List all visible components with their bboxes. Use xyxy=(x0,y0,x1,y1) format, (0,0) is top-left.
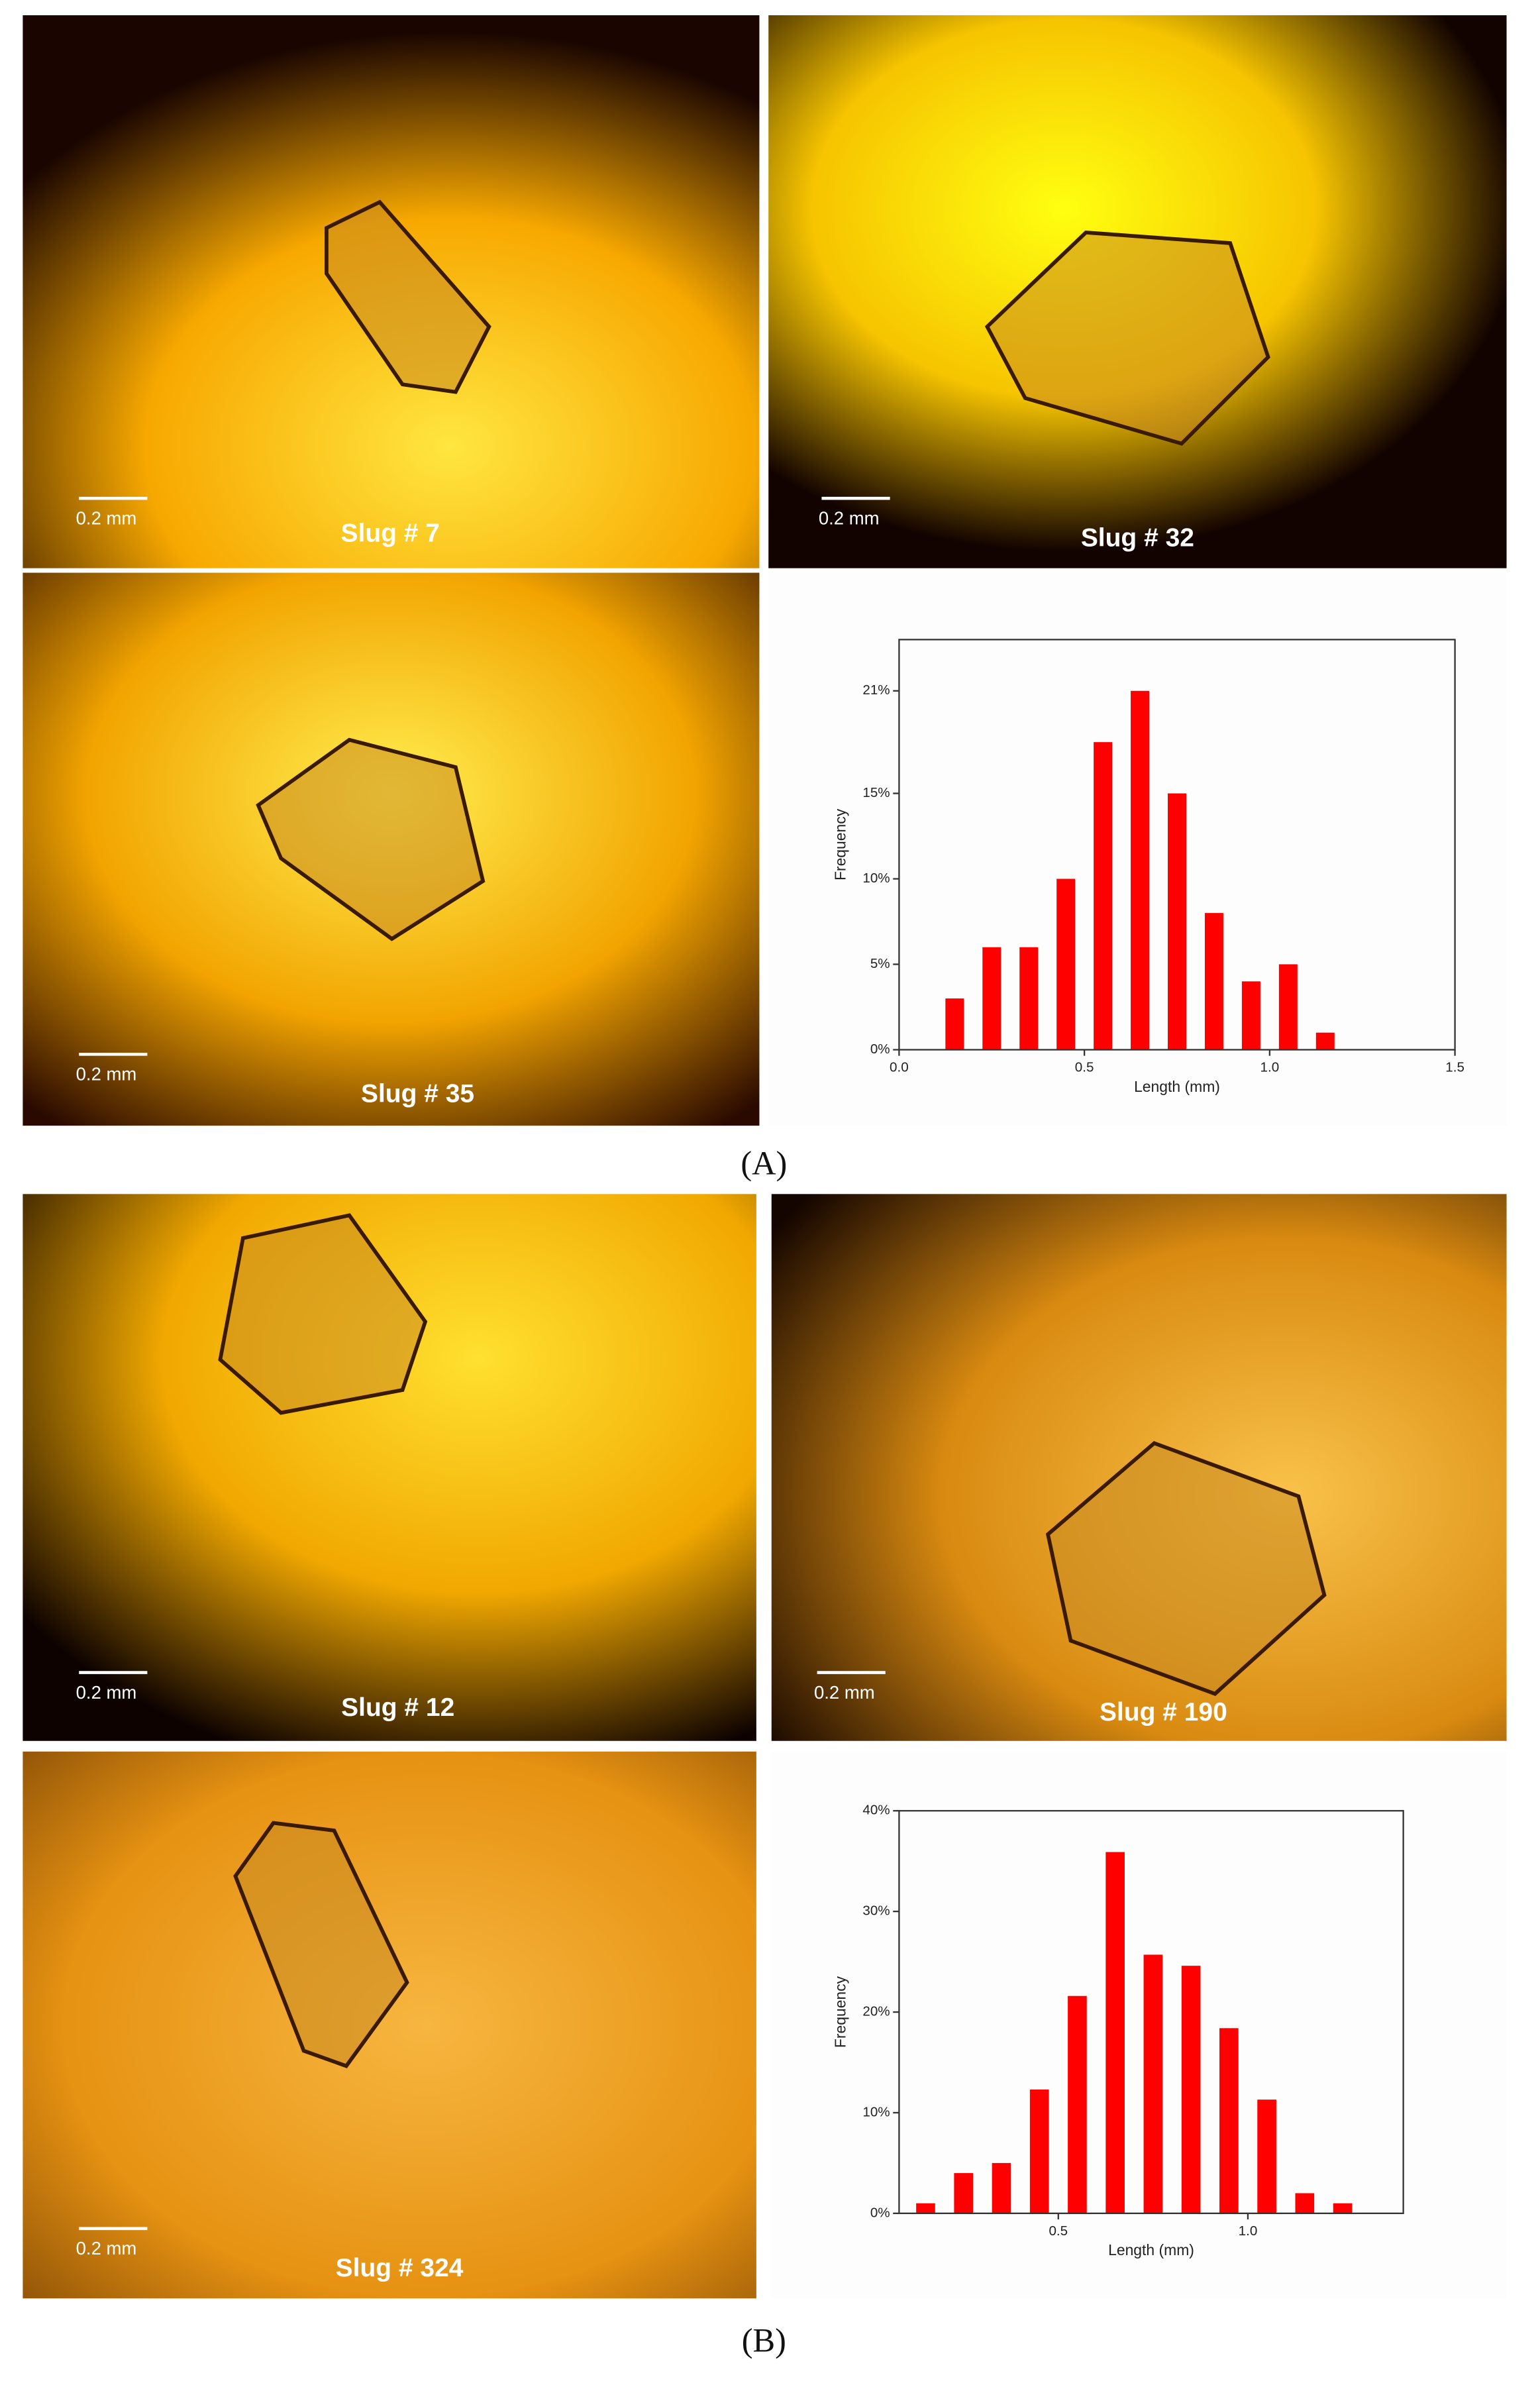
scale-label: 0.2 mm xyxy=(76,1064,137,1085)
crystal xyxy=(256,737,486,941)
scale-label: 0.2 mm xyxy=(76,508,137,529)
bar xyxy=(982,947,1001,1050)
panel-label: (B) xyxy=(742,2322,786,2359)
plot-frame xyxy=(898,639,1456,1051)
y-tick-label: 0% xyxy=(870,2205,890,2220)
bar xyxy=(1219,2028,1239,2213)
bar xyxy=(1019,947,1039,1050)
y-tick-label: 5% xyxy=(870,956,890,971)
bar xyxy=(1131,690,1150,1050)
slug-label: Slug # 7 xyxy=(341,519,440,547)
y-tick-label: 10% xyxy=(862,871,890,886)
y-tick-label: 15% xyxy=(862,785,890,800)
slug-label: Slug # 32 xyxy=(1081,523,1194,552)
bar xyxy=(1181,1966,1201,2213)
bar xyxy=(954,2173,974,2213)
scale-label: 0.2 mm xyxy=(819,508,880,529)
bar xyxy=(1257,2099,1276,2213)
bar xyxy=(945,998,964,1050)
y-axis-label: Frequency xyxy=(831,1976,848,2048)
crystal xyxy=(325,199,491,394)
x-tick-label: 0.0 xyxy=(890,1059,909,1075)
bar xyxy=(1204,913,1223,1050)
scale-label: 0.2 mm xyxy=(814,1682,875,1703)
bar xyxy=(992,2162,1011,2213)
bar xyxy=(1168,793,1186,1050)
x-tick-label: 1.0 xyxy=(1239,2223,1258,2239)
slug-label: Slug # 12 xyxy=(341,1693,454,1722)
x-axis-label: Length (mm) xyxy=(1134,1078,1220,1095)
slug-label: Slug # 190 xyxy=(1100,1698,1227,1726)
micrograph xyxy=(23,1751,756,2299)
bar xyxy=(1056,878,1076,1050)
x-tick-label: 1.5 xyxy=(1445,1059,1464,1075)
crystal xyxy=(218,1213,428,1415)
y-tick-label: 10% xyxy=(862,2104,890,2119)
x-tick-label: 0.5 xyxy=(1075,1059,1094,1075)
y-tick-label: 40% xyxy=(862,1803,890,1818)
bar xyxy=(1068,1995,1087,2213)
slug-label: Slug # 324 xyxy=(336,2254,464,2282)
crystal xyxy=(1045,1441,1327,1696)
bar xyxy=(1278,964,1298,1050)
bar xyxy=(1143,1954,1163,2213)
y-axis-label: Frequency xyxy=(831,808,848,880)
slug-label: Slug # 35 xyxy=(361,1080,474,1108)
y-tick-label: 0% xyxy=(870,1041,890,1057)
scale-label: 0.2 mm xyxy=(76,1682,137,1703)
bar xyxy=(1333,2203,1353,2213)
bar xyxy=(1241,981,1260,1050)
scale-label: 0.2 mm xyxy=(76,2238,137,2258)
bar xyxy=(1315,1032,1335,1050)
bar xyxy=(916,2203,935,2213)
x-axis-label: Length (mm) xyxy=(1108,2241,1194,2258)
x-tick-label: 0.5 xyxy=(1049,2223,1068,2239)
bar xyxy=(1105,1852,1125,2213)
y-tick-label: 21% xyxy=(862,682,890,698)
y-tick-label: 30% xyxy=(862,1903,890,1919)
x-tick-label: 1.0 xyxy=(1260,1059,1280,1075)
panel-label: (A) xyxy=(741,1145,787,1182)
y-tick-label: 20% xyxy=(862,2003,890,2019)
chart-panel xyxy=(771,1751,1507,2299)
bar xyxy=(1094,742,1113,1050)
crystal xyxy=(984,230,1270,446)
bar xyxy=(1029,2090,1049,2213)
crystal xyxy=(233,1821,409,2068)
bar xyxy=(1295,2193,1315,2213)
